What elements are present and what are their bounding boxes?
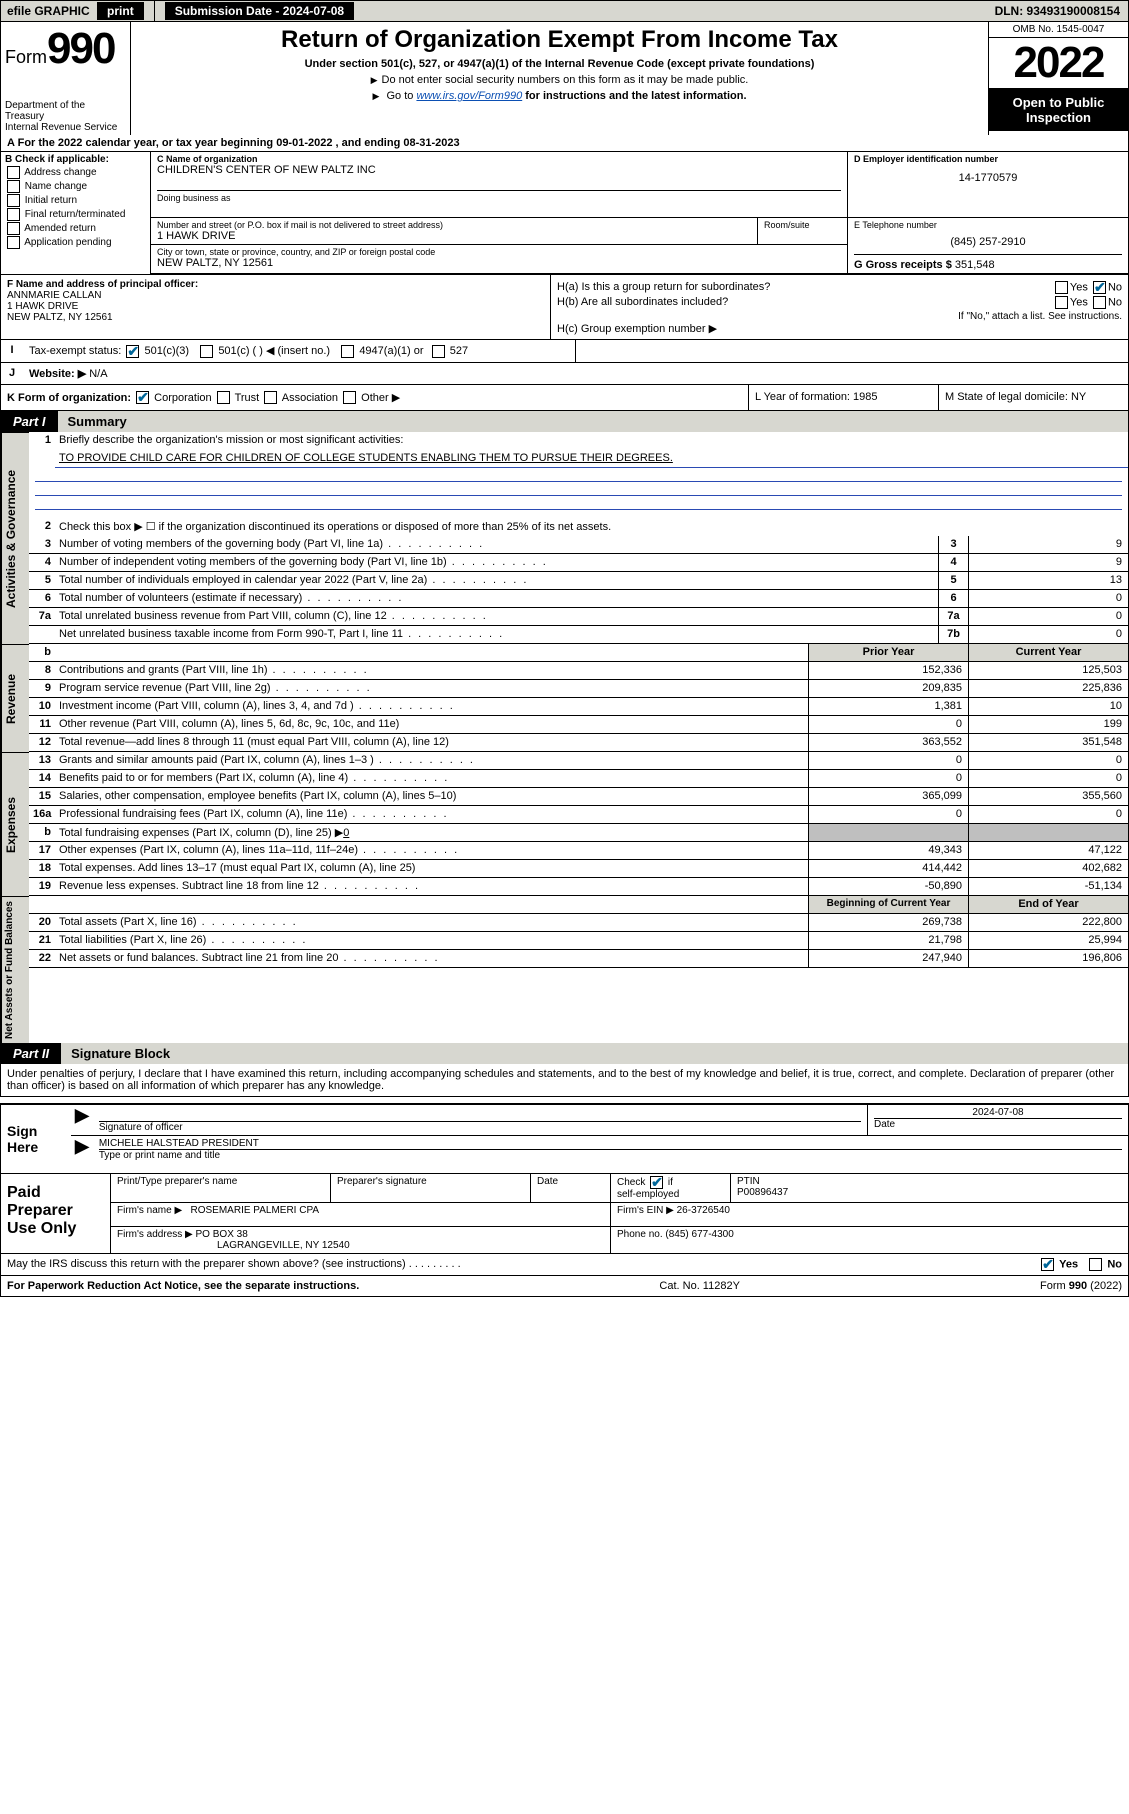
city-value: NEW PALTZ, NY 12561 (157, 257, 841, 269)
revenue-section: Revenue bPrior YearCurrent Year 8Contrib… (0, 644, 1129, 752)
sig-date-value: 2024-07-08 (874, 1107, 1122, 1118)
open-to-public: Open to Public Inspection (989, 89, 1128, 131)
hb-note: If "No," attach a list. See instructions… (557, 311, 1122, 322)
officer-label: F Name and address of principal officer: (7, 279, 544, 290)
row-j: J Website: ▶ N/A (0, 363, 1129, 385)
row-a-tax-year: A For the 2022 calendar year, or tax yea… (0, 135, 1129, 152)
ein-value: 14-1770579 (854, 172, 1122, 184)
submission-date: Submission Date - 2024-07-08 (155, 4, 364, 18)
ha-label: H(a) Is this a group return for subordin… (557, 281, 770, 294)
form-title: Return of Organization Exempt From Incom… (139, 26, 980, 54)
corp-check (136, 391, 149, 404)
form-footer: Form 990 (2022) (1040, 1280, 1122, 1292)
tax-year: 2022 (989, 38, 1128, 89)
org-name: CHILDREN'S CENTER OF NEW PALTZ INC (157, 164, 841, 176)
form-number: Form990 (5, 24, 126, 74)
firm-ein-value: 26-3726540 (677, 1205, 730, 1216)
gross-label: G Gross receipts $ (854, 259, 952, 271)
phone-label: E Telephone number (854, 220, 1122, 230)
irs-link[interactable]: www.irs.gov/Form990 (416, 90, 522, 102)
officer-addr1: 1 HAWK DRIVE (7, 301, 544, 312)
v3: 9 (968, 536, 1128, 553)
name-label: C Name of organization (157, 154, 841, 164)
irs-label: Internal Revenue Service (5, 122, 126, 133)
row-i: I Tax-exempt status: 501(c)(3) 501(c) ( … (0, 340, 1129, 363)
sign-here-block: Sign Here ▶ Signature of officer 2024-07… (0, 1103, 1129, 1174)
gross-value: 351,548 (955, 259, 995, 271)
firm-name-value: ROSEMARIE PALMERI CPA (191, 1205, 320, 1216)
self-employed-check: Check ifself-employed (617, 1177, 679, 1200)
state-domicile: M State of legal domicile: NY (938, 385, 1128, 411)
footer-row: For Paperwork Reduction Act Notice, see … (0, 1276, 1129, 1297)
discuss-yes-check (1041, 1258, 1054, 1271)
perjury-statement: Under penalties of perjury, I declare th… (0, 1064, 1129, 1097)
form-header: Form990 Department of the Treasury Inter… (0, 22, 1129, 135)
firm-addr1: PO BOX 38 (196, 1229, 248, 1240)
ha-no-check (1093, 281, 1106, 294)
paid-preparer-block: Paid Preparer Use Only Print/Type prepar… (0, 1174, 1129, 1254)
website-value: N/A (89, 368, 107, 380)
row-fh: F Name and address of principal officer:… (0, 275, 1129, 340)
hb-label: H(b) Are all subordinates included? (557, 296, 728, 309)
dept-treasury: Department of the Treasury (5, 100, 126, 122)
expenses-section: Expenses 13Grants and similar amounts pa… (0, 752, 1129, 896)
mission-text: TO PROVIDE CHILD CARE FOR CHILDREN OF CO… (55, 450, 1128, 468)
goto-link-row: Go to www.irs.gov/Form990 for instructio… (139, 90, 980, 102)
ssn-warning: Do not enter social security numbers on … (139, 74, 980, 86)
street-label: Number and street (or P.O. box if mail i… (157, 220, 751, 230)
hc-label: H(c) Group exemption number ▶ (557, 322, 1122, 335)
officer-addr2: NEW PALTZ, NY 12561 (7, 312, 544, 323)
row-klm: K Form of organization: Corporation Trus… (0, 385, 1129, 412)
efile-label: efile GRAPHIC print (1, 1, 155, 21)
phone-value: (845) 257-2910 (854, 236, 1122, 248)
subtitle-501c: Under section 501(c), 527, or 4947(a)(1)… (139, 58, 980, 70)
ptin-value: P00896437 (737, 1187, 788, 1198)
activities-governance: Activities & Governance 1Briefly describ… (0, 432, 1129, 644)
dln: DLN: 93493190008154 (987, 4, 1128, 18)
part-ii-header: Part II Signature Block (0, 1043, 1129, 1064)
officer-name: ANNMARIE CALLAN (7, 290, 544, 301)
firm-phone: (845) 677-4300 (665, 1229, 733, 1240)
print-button[interactable]: print (97, 2, 144, 20)
city-label: City or town, state or province, country… (157, 247, 841, 257)
part-i-header: Part I Summary (0, 411, 1129, 432)
501c3-check (126, 345, 139, 358)
dba-label: Doing business as (157, 190, 841, 203)
omb-number: OMB No. 1545-0047 (989, 22, 1128, 38)
col-b-checkboxes: B Check if applicable: Address change Na… (1, 152, 151, 274)
year-formation: L Year of formation: 1985 (748, 385, 938, 411)
org-info-grid: B Check if applicable: Address change Na… (0, 152, 1129, 275)
net-assets-section: Net Assets or Fund Balances Beginning of… (0, 896, 1129, 1043)
firm-addr2: LAGRANGEVILLE, NY 12540 (217, 1240, 350, 1251)
discuss-row: May the IRS discuss this return with the… (0, 1254, 1129, 1276)
ein-label: D Employer identification number (854, 154, 1122, 164)
officer-name-title: MICHELE HALSTEAD PRESIDENT (99, 1138, 1122, 1149)
room-label: Room/suite (764, 220, 841, 230)
street-value: 1 HAWK DRIVE (157, 230, 751, 242)
efile-topbar: efile GRAPHIC print Submission Date - 20… (0, 0, 1129, 22)
